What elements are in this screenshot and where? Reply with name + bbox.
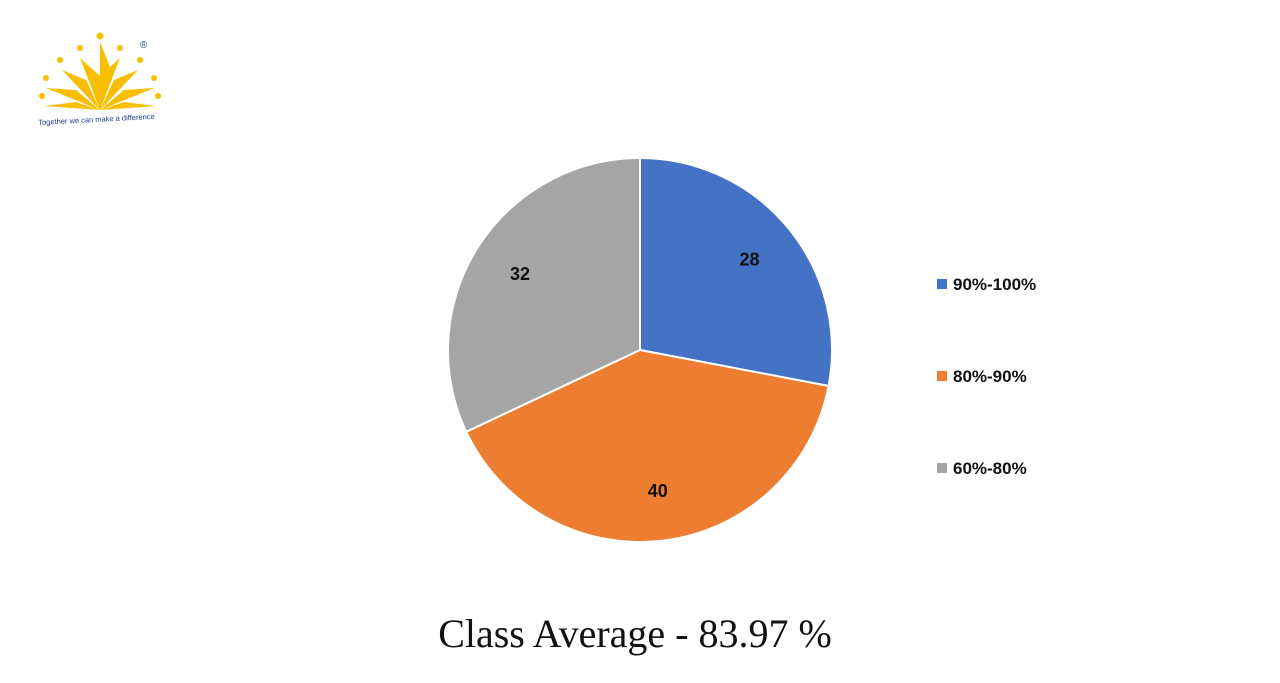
pie-slice-labels: 28 40 32: [510, 249, 759, 501]
pie-slice-value-label: 28: [739, 249, 759, 269]
chart-legend: 90%-100% 80%-90% 60%-80%: [937, 275, 1036, 478]
pie-slice-value-label: 32: [510, 264, 530, 284]
legend-swatch: [937, 279, 947, 289]
pie-slice-2: [447, 156, 641, 434]
legend-label: 60%-80%: [953, 459, 1027, 478]
brand-logo: ® Together we can make a difference: [36, 28, 166, 132]
registered-mark: ®: [140, 40, 148, 51]
legend-label: 80%-90%: [953, 367, 1027, 386]
legend-label: 90%-100%: [953, 275, 1036, 294]
pie-slice-0: [639, 156, 833, 388]
pie-slice-value-label: 40: [648, 481, 668, 501]
legend-swatch: [937, 371, 947, 381]
legend-swatch: [937, 463, 947, 473]
sunburst-logo-icon: ®: [39, 32, 161, 110]
pie-slice-1: [464, 348, 830, 543]
pie-slices: [447, 156, 833, 543]
class-average-caption: Class Average - 83.97 %: [438, 611, 832, 656]
